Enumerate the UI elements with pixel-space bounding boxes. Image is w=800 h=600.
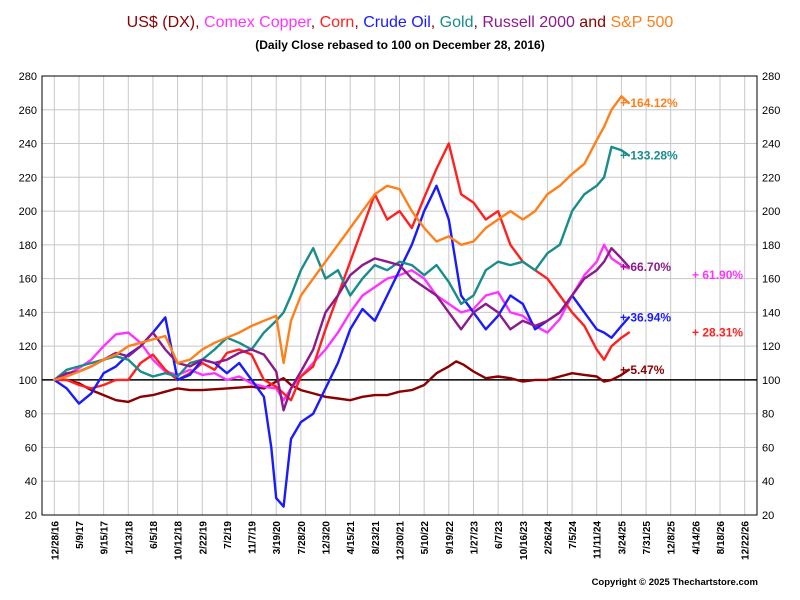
y-tick-label-right: 120 [762,341,780,353]
series-line-5 [53,246,630,412]
series-line-0 [53,360,630,404]
series-end-label-3: + 36.94% [620,310,671,324]
y-tick-label-right: 260 [762,105,780,117]
y-tick-label-right: 220 [762,172,780,184]
series-line-1 [53,243,630,402]
title-part-5: , [354,14,364,31]
y-tick-label-right: 20 [762,510,774,522]
title-part-12: S&P 500 [610,14,674,31]
y-tick-label-left: 80 [25,409,37,421]
x-tick-label: 11/11/24 [593,521,604,559]
y-tick-label-right: 180 [762,240,780,252]
series-end-label-6: + 164.12% [620,96,678,110]
y-tick-label-right: 280 [762,71,780,83]
x-tick-label: 9/19/22 [445,521,456,555]
x-tick-label: 7/2/19 [223,521,234,549]
x-tick-label: 7/31/25 [642,521,653,555]
plot-frame [41,75,758,516]
x-tick-label: 1/23/18 [124,521,135,555]
series-end-label-1: + 61.90% [692,268,743,282]
title-part-1: , [195,14,205,31]
x-tick-label: 3/24/25 [617,521,628,555]
series-line-2 [53,142,630,402]
y-tick-label-right: 100 [762,375,780,387]
x-tick-label: 5/10/22 [420,521,431,555]
x-tick-label: 12/22/26 [741,521,752,560]
x-tick-label: 2/26/24 [543,521,554,555]
x-tick-label: 8/18/26 [716,521,727,555]
y-tick-label-right: 160 [762,274,780,286]
title-part-4: Corn [319,14,355,31]
y-tick-label-left: 160 [19,274,37,286]
title-part-8: Gold [439,14,474,31]
x-tick-label: 8/23/21 [371,521,382,555]
y-tick-label-right: 40 [762,476,774,488]
title-part-3: , [310,14,320,31]
series-end-label-4: + 133.28% [620,148,678,162]
title-part-0: US$ (DX) [126,14,196,31]
y-tick-label-left: 40 [25,476,37,488]
y-tick-label-left: 200 [19,206,37,218]
series-end-label-2: + 28.31% [692,326,743,340]
x-tick-label: 12/8/25 [667,521,678,555]
y-tick-label-right: 140 [762,307,780,319]
copyright-notice: Copyright © 2025 Thechartstore.com [591,577,758,588]
y-tick-label-left: 60 [25,442,37,454]
series-line-4 [53,145,630,382]
title-part-9: , [473,14,483,31]
x-tick-label: 6/5/18 [149,521,160,549]
series-end-label-5: + 66.70% [620,260,671,274]
y-tick-label-left: 140 [19,307,37,319]
x-tick-label: 10/12/18 [174,521,185,560]
x-tick-label: 12/30/21 [396,521,407,560]
y-tick-label-left: 120 [19,341,37,353]
x-tick-label: 6/7/23 [494,521,505,549]
x-tick-label: 12/28/16 [50,521,61,560]
chart-title: US$ (DX), Comex Copper, Corn, Crude Oil,… [0,14,800,32]
chart-subtitle: (Daily Close rebased to 100 on December … [255,38,545,52]
x-tick-label: 5/9/17 [75,521,86,549]
y-tick-label-left: 280 [19,71,37,83]
y-tick-label-left: 180 [19,240,37,252]
x-tick-label: 10/16/23 [519,521,530,560]
y-tick-label-left: 260 [19,105,37,117]
x-tick-label: 2/22/19 [198,521,209,555]
series-line-6 [53,95,630,382]
x-tick-label: 7/28/20 [297,521,308,555]
x-tick-label: 12/3/20 [322,521,333,555]
series-end-label-0: + 5.47% [620,363,665,377]
x-tick-label: 9/15/17 [100,521,111,555]
title-part-7: , [430,14,440,31]
y-tick-label-left: 20 [25,510,37,522]
y-tick-label-left: 220 [19,172,37,184]
y-tick-label-left: 240 [19,139,37,151]
y-tick-label-right: 80 [762,409,774,421]
y-tick-label-right: 200 [762,206,780,218]
y-tick-label-right: 60 [762,442,774,454]
x-tick-label: 11/7/19 [248,521,259,554]
x-tick-label: 4/14/26 [691,521,702,555]
title-part-11: and [574,14,611,31]
x-tick-label: 7/5/24 [568,521,579,549]
y-tick-label-right: 240 [762,139,780,151]
title-part-6: Crude Oil [363,14,431,31]
x-tick-label: 3/19/20 [272,521,283,555]
title-part-10: Russell 2000 [482,14,575,31]
title-part-2: Comex Copper [204,14,311,31]
x-tick-label: 1/27/23 [469,521,480,555]
y-tick-label-left: 100 [19,375,37,387]
x-tick-label: 4/15/21 [346,521,357,555]
